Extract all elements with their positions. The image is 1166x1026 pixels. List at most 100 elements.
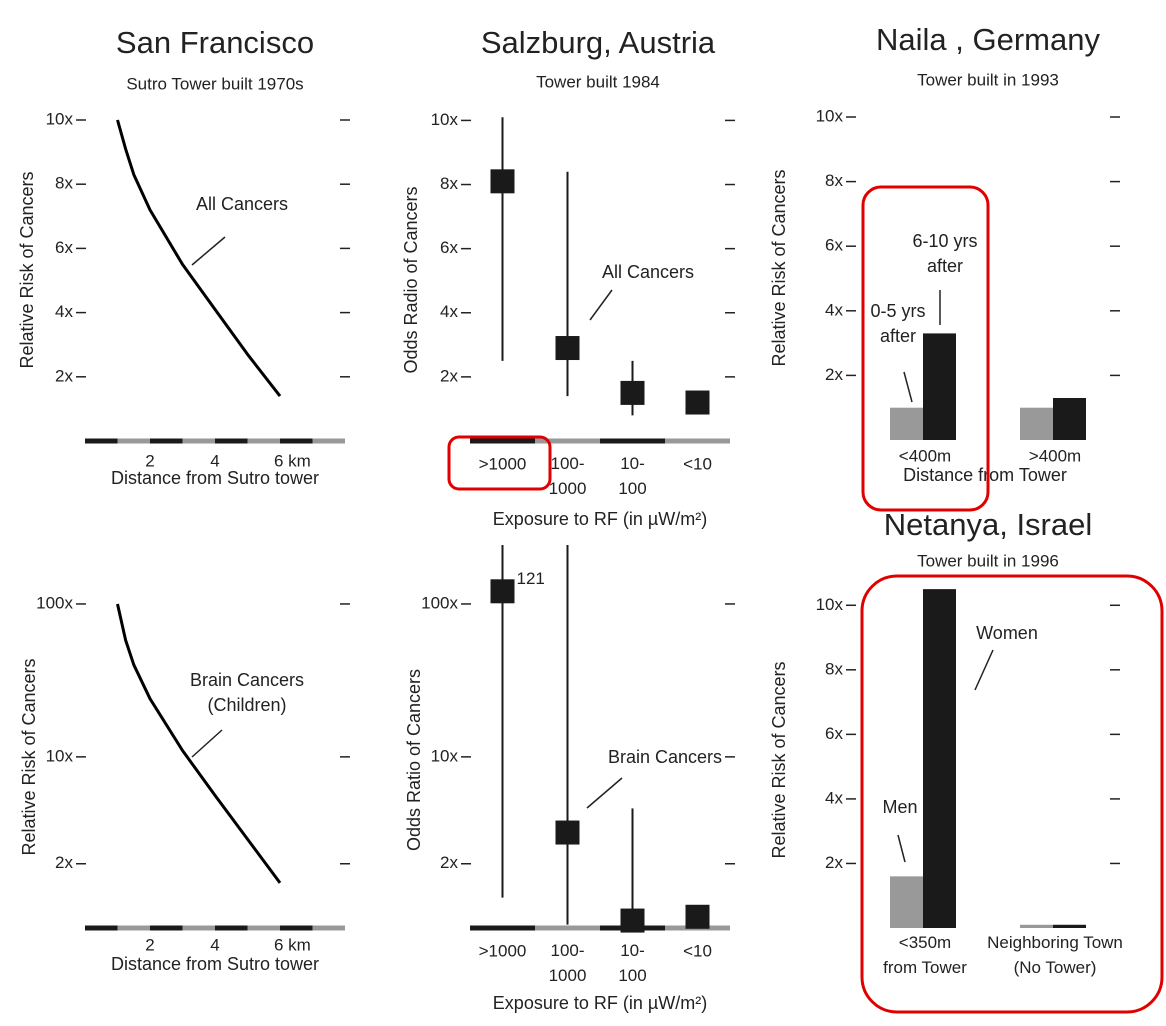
x-axis-label: Exposure to RF (in µW/m²) (493, 993, 707, 1013)
leader-line (589, 289, 613, 321)
y-tick-label: 10x (46, 746, 74, 765)
leader-line (586, 777, 623, 809)
leader-line (191, 236, 226, 266)
leader-line (191, 729, 223, 758)
bar (890, 407, 923, 440)
bar (1053, 398, 1086, 440)
y-tick-label: 2x (440, 366, 458, 385)
series-label: 6-10 yrs after (912, 231, 977, 276)
x-axis-label: Exposure to RF (in µW/m²) (493, 509, 707, 529)
y-tick-label: 6x (825, 724, 843, 743)
x-tick-label: >400m (1029, 446, 1081, 465)
y-tick-label: 4x (825, 300, 843, 319)
y-axis-label: Relative Risk of Cancers (19, 658, 39, 855)
panel-subtitle: Tower built 1984 (536, 72, 660, 91)
bar (1020, 407, 1053, 440)
y-tick-label: 6x (55, 238, 73, 257)
x-tick-label: 6 km (274, 451, 311, 470)
bar (1020, 924, 1053, 928)
x-axis-label: Distance from Sutro tower (111, 954, 319, 974)
y-tick-label: 4x (440, 302, 458, 321)
y-tick-label: 2x (440, 853, 458, 872)
y-tick-label: 8x (55, 174, 73, 193)
y-tick-label: 100x (36, 593, 73, 612)
annotation: All Cancers (602, 262, 694, 282)
x-tick-label: 10-100 (618, 454, 646, 498)
curve (116, 119, 282, 398)
y-tick-label: 6x (825, 236, 843, 255)
point (490, 579, 515, 604)
series-label: Women (976, 623, 1038, 643)
y-tick-label: 10x (431, 746, 459, 765)
x-axis-label: Distance from Sutro tower (111, 468, 319, 488)
x-tick-label: 6 km (274, 935, 311, 954)
bar (890, 876, 923, 928)
x-tick-label: 4 (210, 935, 219, 954)
x-tick-label: Neighboring Town (No Tower) (987, 933, 1123, 977)
bar (1053, 924, 1086, 928)
value-label: 121 (517, 569, 545, 588)
y-tick-label: 2x (825, 365, 843, 384)
y-axis-label: Relative Risk of Cancers (769, 169, 789, 366)
x-tick-label: 100-1000 (549, 941, 587, 985)
x-tick-label: >1000 (479, 941, 527, 960)
x-tick-label: 2 (145, 935, 154, 954)
annotation: All Cancers (196, 194, 288, 214)
y-tick-label: 8x (440, 174, 458, 193)
y-tick-label: 2x (55, 853, 73, 872)
x-tick-label: >1000 (479, 454, 527, 473)
point (555, 820, 580, 845)
y-tick-label: 10x (816, 106, 844, 125)
panel-subtitle: Tower built in 1993 (917, 70, 1059, 89)
y-tick-label: 2x (55, 366, 73, 385)
highlight-box (447, 435, 552, 491)
y-tick-label: 100x (421, 593, 458, 612)
plots: San Francisco Sutro Tower built 1970s Rela… (17, 22, 1123, 1013)
y-tick-label: 4x (55, 302, 73, 321)
x-tick-label: 2 (145, 451, 154, 470)
y-tick-label: 2x (825, 853, 843, 872)
x-tick-label: 4 (210, 451, 219, 470)
y-tick-label: 4x (825, 788, 843, 807)
annotation: Brain Cancers (Children) (190, 670, 304, 715)
bar (923, 589, 956, 928)
leader-line (974, 649, 994, 691)
series-label: 0-5 yrs after (870, 301, 925, 346)
point (555, 336, 580, 361)
panel-subtitle: Tower built in 1996 (917, 551, 1059, 570)
y-axis-label: Relative Risk of Cancers (17, 171, 37, 368)
x-tick-label: 10-100 (618, 941, 646, 985)
x-axis-label: Distance from Tower (903, 465, 1067, 485)
panel-title: Naila , Germany (876, 22, 1100, 57)
y-tick-label: 6x (440, 238, 458, 257)
highlight-box (860, 574, 1164, 1014)
y-tick-label: 10x (431, 110, 459, 129)
point (685, 904, 710, 929)
highlight-box (861, 185, 990, 512)
panel-title: San Francisco (116, 25, 314, 60)
y-tick-label: 8x (825, 171, 843, 190)
point (620, 908, 645, 933)
bar (923, 333, 956, 440)
leader-line (897, 834, 906, 863)
x-tick-label: 100-1000 (549, 454, 587, 498)
x-tick-label: <10 (683, 941, 712, 960)
curve (116, 603, 282, 884)
point (490, 169, 515, 194)
y-tick-label: 10x (46, 109, 74, 128)
x-tick-label: <400m (899, 446, 951, 465)
point (685, 390, 710, 415)
x-tick-label: <350m from Tower (883, 933, 967, 977)
point (620, 380, 645, 405)
y-tick-label: 8x (825, 659, 843, 678)
panel-title: Salzburg, Austria (481, 25, 716, 60)
series-label: Men (882, 797, 917, 817)
y-tick-label: 10x (816, 595, 844, 614)
y-axis-label: Relative Risk of Cancers (769, 661, 789, 858)
x-tick-label: <10 (683, 454, 712, 473)
panel-title: Netanya, Israel (884, 507, 1093, 542)
y-axis-label: Odds Radio of Cancers (401, 186, 421, 373)
annotation: Brain Cancers (608, 747, 722, 767)
